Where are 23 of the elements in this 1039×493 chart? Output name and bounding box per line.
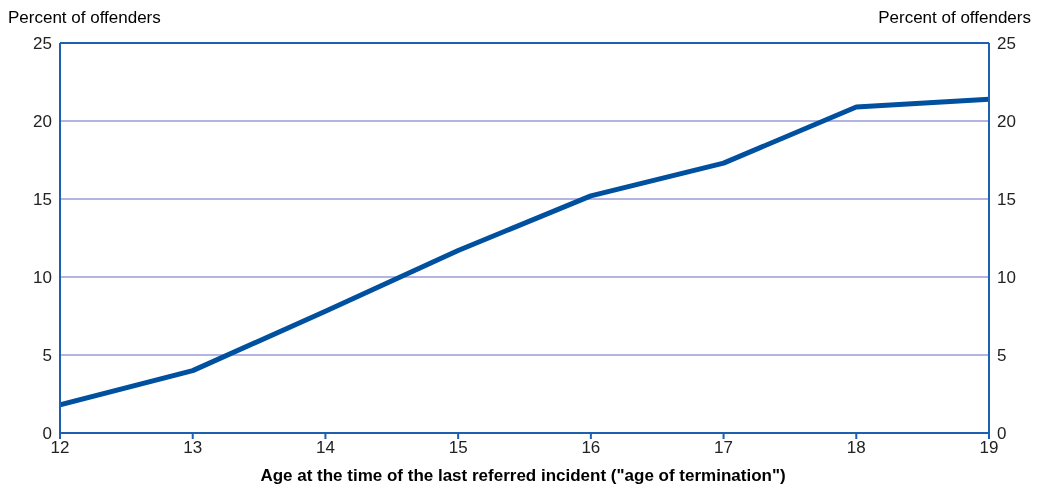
y-tick-label: 15 <box>33 190 52 210</box>
y-tick-label: 0 <box>42 424 52 444</box>
y-tick-label: 20 <box>33 112 52 132</box>
y2-tick-label: 15 <box>997 190 1016 210</box>
y2-tick-label: 0 <box>997 424 1007 444</box>
x-tick-label: 14 <box>315 438 335 458</box>
y-tick-label: 5 <box>42 346 52 366</box>
y-tick-label: 25 <box>33 34 52 54</box>
x-tick-label: 13 <box>183 438 203 458</box>
y2-tick-label: 25 <box>997 34 1016 54</box>
y2-axis-title: Percent of offenders <box>878 8 1031 28</box>
y2-tick-label: 5 <box>997 346 1007 366</box>
x-axis-title: Age at the time of the last referred incident ("age of termination") <box>259 466 787 486</box>
y-tick-label: 10 <box>33 268 52 288</box>
y2-tick-label: 10 <box>997 268 1016 288</box>
x-tick-label: 16 <box>581 438 601 458</box>
x-tick-label: 19 <box>979 438 999 458</box>
x-tick-label: 18 <box>846 438 866 458</box>
x-tick-label: 17 <box>714 438 734 458</box>
x-tick-label: 15 <box>448 438 468 458</box>
y-axis-title: Percent of offenders <box>8 8 161 28</box>
y2-tick-label: 20 <box>997 112 1016 132</box>
x-tick-label: 12 <box>50 438 70 458</box>
